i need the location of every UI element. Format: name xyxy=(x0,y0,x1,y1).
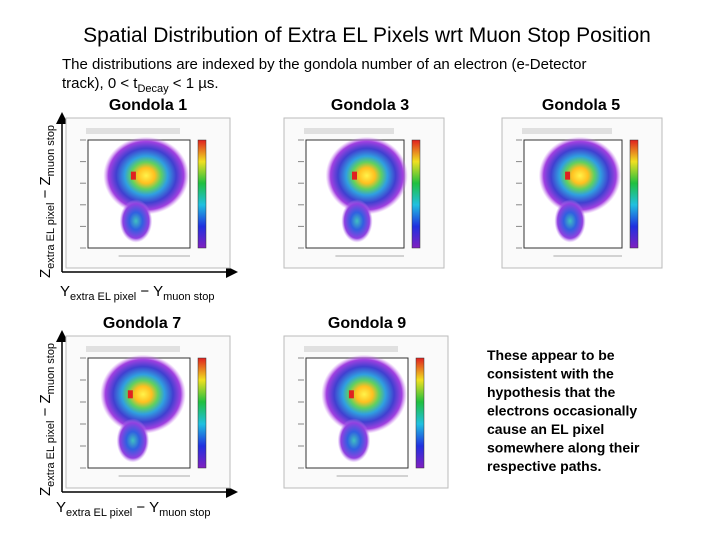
note-line: These appear to be xyxy=(487,347,615,363)
colorbar xyxy=(197,357,207,469)
thumbnail-titlebar xyxy=(304,346,398,352)
density-blob xyxy=(119,199,153,243)
axis-label: Yextra EL pixel − Ymuon stop xyxy=(60,283,214,303)
hotspot xyxy=(352,171,357,180)
panel-label: Gondola 5 xyxy=(542,97,620,114)
panel-label: Gondola 3 xyxy=(331,97,409,114)
axis-label: Zextra EL pixel − Zmuon stop xyxy=(37,343,57,496)
density-blob xyxy=(100,354,186,434)
density-blob xyxy=(321,354,407,434)
panel-label: Gondola 9 xyxy=(328,315,406,332)
density-blob xyxy=(341,199,373,243)
note-line: somewhere along their xyxy=(487,440,640,456)
note-line: cause an EL pixel xyxy=(487,421,604,437)
heatmap-thumbnail xyxy=(283,335,449,489)
panel-label: Gondola 7 xyxy=(103,315,181,332)
density-blob xyxy=(325,136,408,215)
thumbnail-titlebar xyxy=(522,128,612,134)
density-blob xyxy=(538,136,622,215)
axis-label: Zextra EL pixel − Zmuon stop xyxy=(37,125,57,278)
note-line: electrons occasionally xyxy=(487,403,637,419)
density-blob xyxy=(116,418,150,463)
hotspot xyxy=(130,171,136,180)
note: These appear to be consistent with the hyp… xyxy=(487,347,640,474)
axis-label: Yextra EL pixel − Ymuon stop xyxy=(56,499,210,519)
heatmap-thumbnail xyxy=(65,335,231,489)
title: Spatial Distribution of Extra EL Pixels … xyxy=(83,24,651,47)
heatmap-thumbnail xyxy=(283,117,445,269)
density-blob xyxy=(337,418,371,463)
density-blob xyxy=(554,199,586,243)
colorbar xyxy=(629,139,639,249)
thumbnail-titlebar xyxy=(304,128,394,134)
colorbar xyxy=(411,139,421,249)
colorbar xyxy=(415,357,425,469)
hotspot xyxy=(565,171,571,180)
density-blob xyxy=(103,136,189,215)
panel-label: Gondola 1 xyxy=(109,97,187,114)
hotspot xyxy=(348,390,354,399)
note-line: hypothesis that the xyxy=(487,384,616,400)
subtitle: The distributions are indexed by the gon… xyxy=(62,56,586,73)
note-line: respective paths. xyxy=(487,458,601,474)
thumbnail-titlebar xyxy=(86,128,180,134)
note-line: consistent with the xyxy=(487,366,614,382)
hotspot xyxy=(127,390,133,399)
heatmap-thumbnail xyxy=(65,117,231,269)
thumbnail-titlebar xyxy=(86,346,180,352)
colorbar xyxy=(197,139,207,249)
heatmap-thumbnail xyxy=(501,117,663,269)
subtitle: track), 0 < tDecay < 1 µs. xyxy=(62,75,219,95)
